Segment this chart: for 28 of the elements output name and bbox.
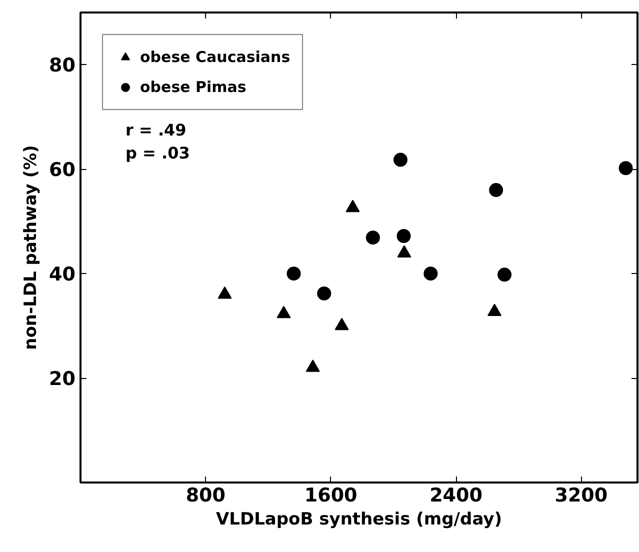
y-axis-title: non-LDL pathway (%) <box>21 145 42 350</box>
y-tick-label: 20 <box>49 368 76 390</box>
point <box>396 229 411 243</box>
annotation: r = .49 p = .03 <box>126 120 190 162</box>
x-tick-label: 1600 <box>304 484 358 506</box>
point <box>487 304 502 316</box>
legend-label: obese Pimas <box>140 78 246 96</box>
point <box>276 306 291 318</box>
x-tick-label: 800 <box>186 484 226 506</box>
y-tick-label: 80 <box>49 54 76 77</box>
x-tick-label: 2400 <box>430 484 482 506</box>
point <box>393 152 408 167</box>
legend-label: obese Caucasians <box>140 48 290 66</box>
point <box>317 286 332 300</box>
point <box>286 266 301 281</box>
point <box>424 266 438 281</box>
point <box>489 183 504 198</box>
point <box>618 161 633 176</box>
y-tick-label: 40 <box>49 264 76 286</box>
x-axis-title: VLDLapoB synthesis (mg/day) <box>216 510 502 530</box>
point <box>397 245 412 258</box>
x-tick-label: 3200 <box>554 484 608 506</box>
point <box>366 230 380 245</box>
point <box>498 268 512 282</box>
point <box>334 318 349 330</box>
y-tick-label: 60 <box>49 159 76 182</box>
point <box>306 360 320 372</box>
point <box>218 286 232 299</box>
